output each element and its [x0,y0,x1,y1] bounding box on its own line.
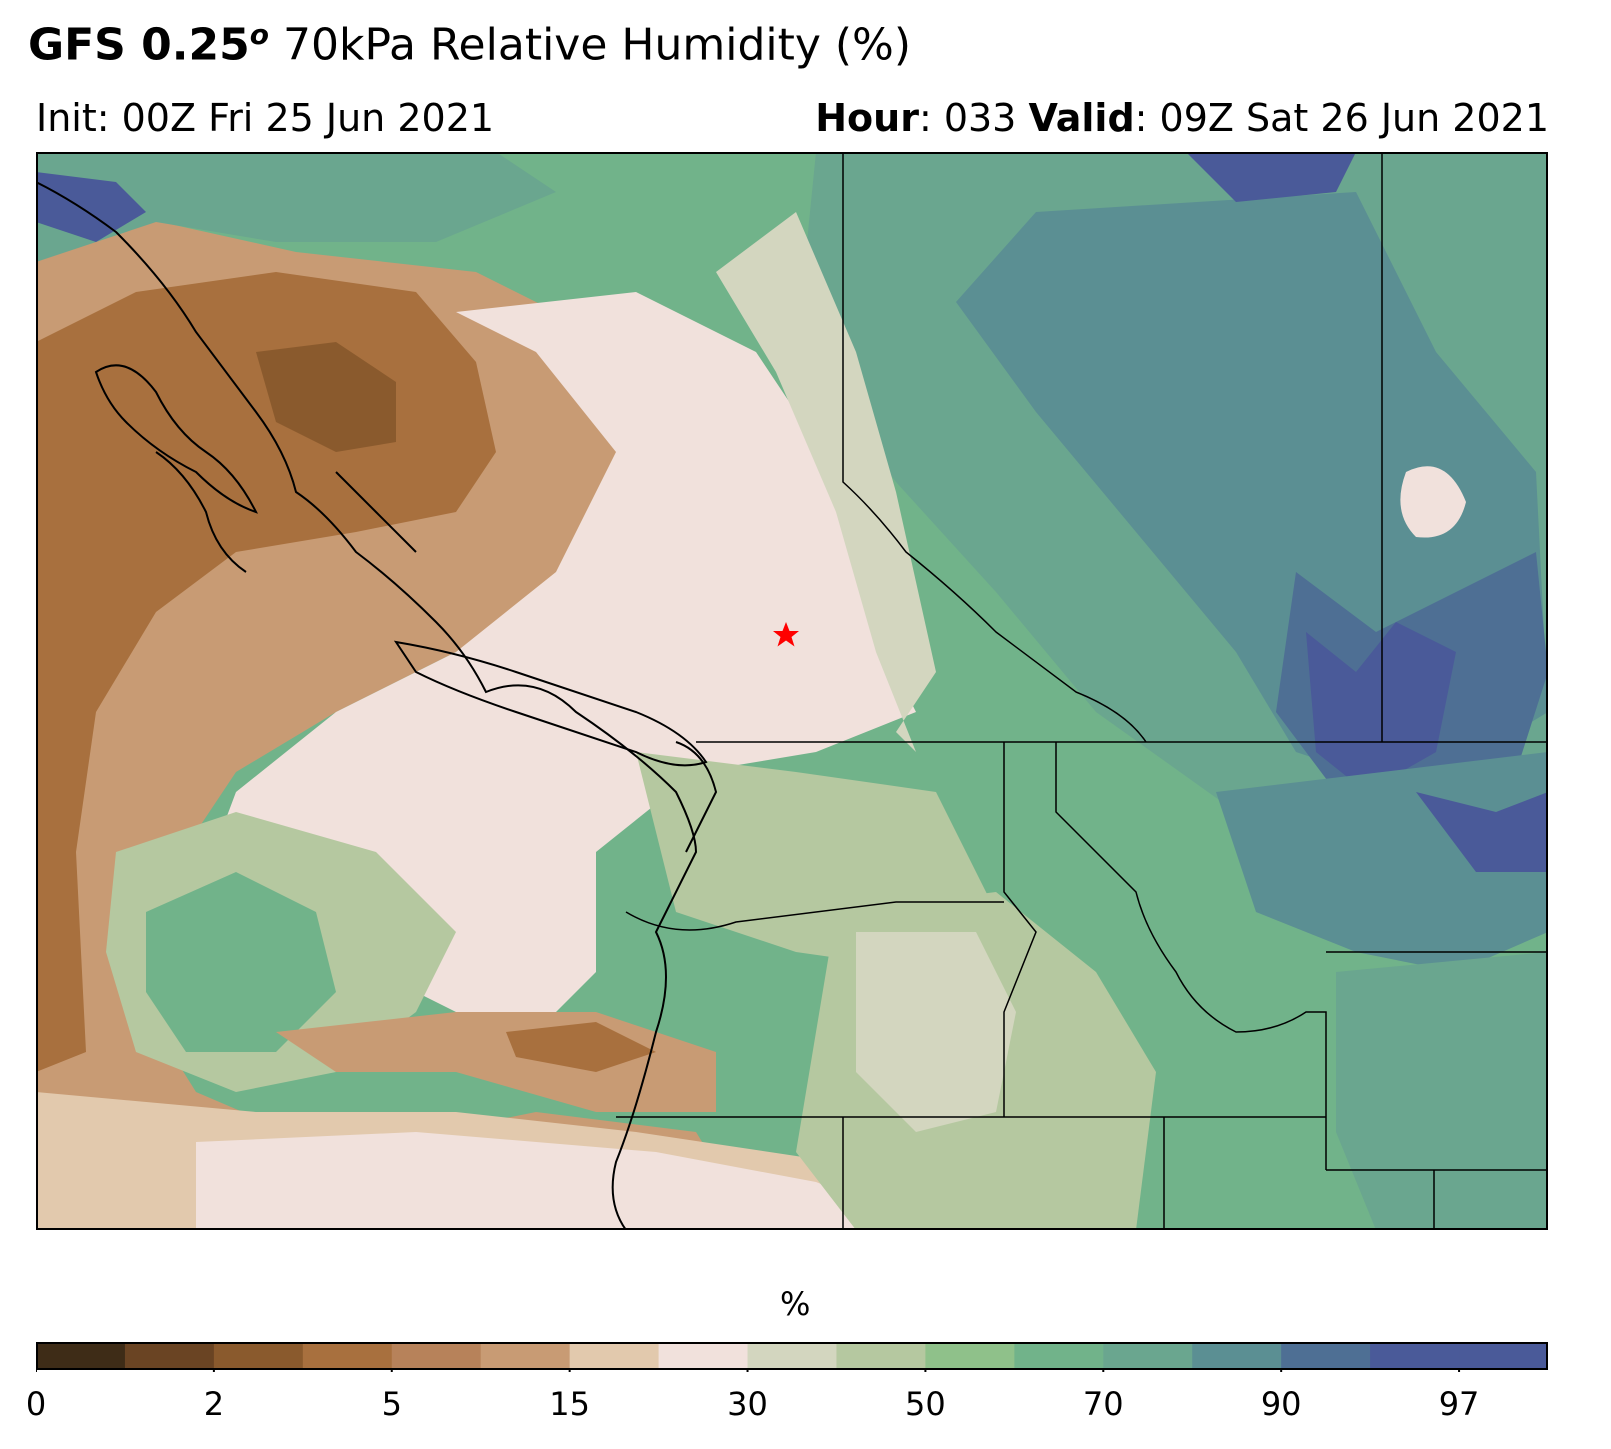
colorbar-tick-label: 70 [1082,1385,1124,1423]
fill-e-saturated [1416,792,1548,872]
fill-dry-darkest [256,342,396,452]
fill-sw-pool-core [146,872,336,1052]
init-time: Init: 00Z Fri 25 Jun 2021 [36,96,495,140]
valid-label: Valid [1028,96,1135,140]
fill-sc-land-dry [856,932,1016,1132]
title-model: GFS 0.25 [28,19,250,71]
map-title: GFS 0.25o 70kPa Relative Humidity (%) [28,18,911,71]
colorbar-segment [747,1342,837,1370]
colorbar-segment [391,1342,482,1370]
colorbar-segment [213,1342,304,1370]
hour-value: : 033 [918,96,1029,140]
fill-central-transition [716,212,936,752]
fill-south-pale [196,1132,936,1230]
fill-se-wet [1336,952,1548,1230]
colorbar-label: % [780,1285,811,1323]
valid-time: Hour: 033 Valid: 09Z Sat 26 Jun 2021 [815,96,1549,140]
hour-label: Hour [815,96,919,140]
colorbar-tick-label: 0 [25,1385,47,1423]
fill-ne-dry-spot [1400,466,1466,538]
colorbar-segment [1192,1342,1282,1370]
state-borders [616,152,1548,1230]
map-frame [36,152,1548,1230]
fill-nw-moist [36,152,556,262]
title-degree: o [249,18,269,51]
fill-central-dry [206,292,916,1032]
colorbar-segment [1103,1342,1193,1370]
humidity-fill [36,152,1548,1230]
fill-dry-core [36,272,496,1072]
colorbar-segment [658,1342,749,1370]
colorbar-tick-label: 90 [1260,1385,1302,1423]
colorbar-segment [925,1342,1015,1370]
colorbar-tick-label: 30 [727,1385,768,1423]
colorbar-segment [480,1342,571,1370]
fill-nw-saturated [36,172,146,242]
colorbar-segment [36,1342,126,1370]
coastline [36,181,718,1230]
colorbar-segment [836,1342,926,1370]
colorbar-segment [569,1342,660,1370]
fill-ne-saturated [1306,622,1456,792]
colorbar-tick-label: 50 [905,1385,946,1423]
colorbar [36,1342,1548,1372]
valid-value: : 09Z Sat 26 Jun 2021 [1134,96,1549,140]
colorbar-segment [1014,1342,1104,1370]
colorbar-segment [1370,1342,1460,1370]
colorbar-segment [124,1342,215,1370]
colorbar-tick-label: 15 [549,1385,590,1423]
colorbar-segment [302,1342,393,1370]
fill-ne-saturated-top [1186,152,1356,202]
colorbar-segment [1459,1342,1548,1370]
colorbar-tick-label: 97 [1438,1385,1480,1423]
fill-south-dry-core [506,1022,656,1072]
location-star-icon [773,622,799,647]
humidity-map [36,152,1548,1230]
colorbar-tick-label: 2 [203,1385,225,1423]
title-variable: 70kPa Relative Humidity (%) [269,19,912,71]
colorbar-tick-label: 5 [381,1385,402,1423]
colorbar-segment [1281,1342,1371,1370]
colorbar-frame [36,1342,1548,1370]
